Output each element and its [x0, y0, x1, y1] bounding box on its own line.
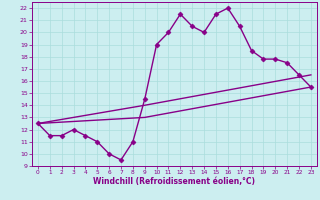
X-axis label: Windchill (Refroidissement éolien,°C): Windchill (Refroidissement éolien,°C)	[93, 177, 255, 186]
